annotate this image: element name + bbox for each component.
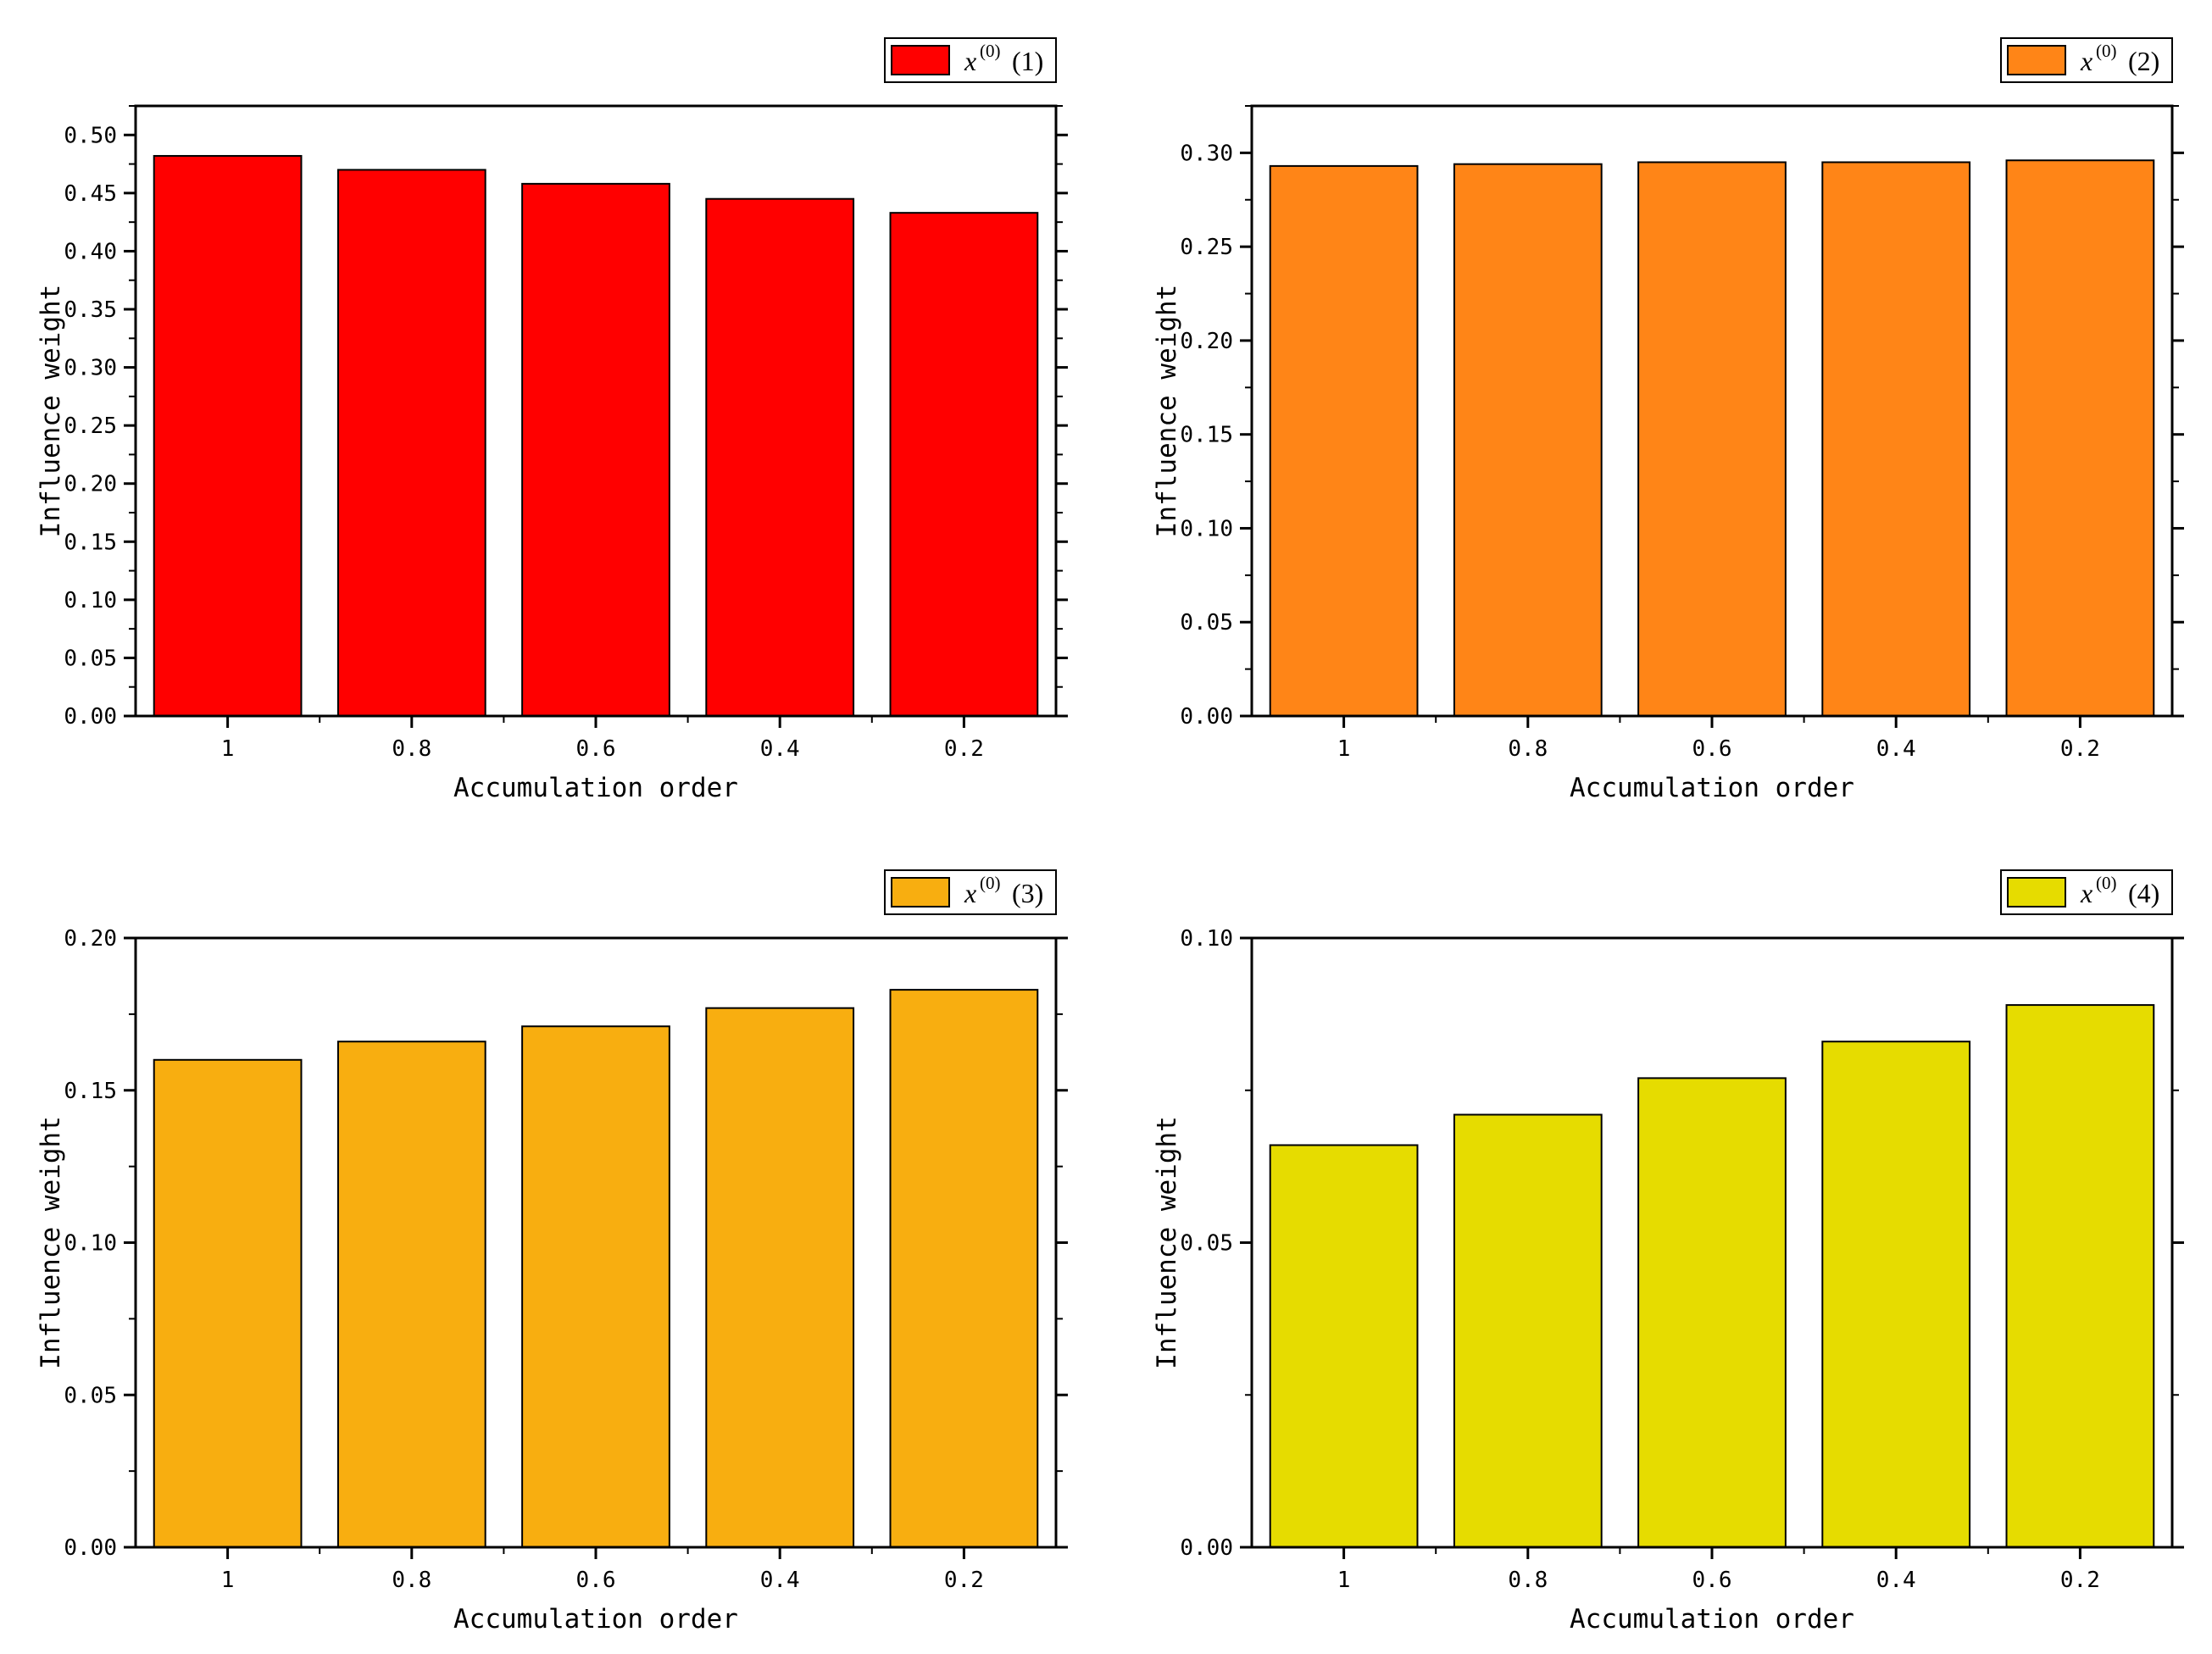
y-tick-label: 0.05 (64, 646, 117, 671)
y-tick-label: 0.00 (1180, 704, 1233, 730)
x-tick-label: 0.6 (576, 736, 616, 762)
y-tick-label: 0.45 (64, 181, 117, 207)
x-tick-label: 0.4 (760, 736, 800, 762)
y-tick-label: 0.05 (1180, 1231, 1233, 1257)
x-tick-label: 0.2 (944, 736, 984, 762)
x-tick-label: 0.6 (1692, 1568, 1732, 1593)
bar-0.8 (1453, 1113, 1603, 1548)
legend: x (0) (3) (884, 869, 1057, 915)
y-tick-label: 0.25 (1180, 235, 1233, 260)
bar-0.2 (889, 989, 1039, 1548)
bar-0.2 (2005, 159, 2155, 717)
legend-superscript: (0) (2096, 41, 2117, 61)
y-tick-label: 0.00 (64, 704, 117, 730)
x-axis-title: Accumulation order (453, 1604, 738, 1635)
bar-1 (1269, 1144, 1419, 1548)
y-axis-title: Influence weight (36, 1116, 66, 1369)
x-tick-label: 0.2 (2060, 736, 2100, 762)
y-tick-label: 0.15 (64, 530, 117, 555)
legend-superscript: (0) (980, 41, 1001, 61)
y-axis-title: Influence weight (1152, 1116, 1182, 1369)
y-tick-label: 0.25 (64, 414, 117, 439)
bar-0.8 (1453, 163, 1603, 717)
x-tick-label: 0.2 (944, 1568, 984, 1593)
legend: x (0) (2) (2000, 37, 2173, 83)
bar-0.6 (1637, 1077, 1787, 1548)
x-tick-label: 0.8 (392, 1568, 431, 1593)
y-tick-label: 0.30 (64, 356, 117, 381)
bar-1 (153, 1058, 303, 1549)
y-tick-label: 0.20 (64, 472, 117, 497)
x-tick-label: 0.6 (576, 1568, 616, 1593)
bar-0.4 (1821, 161, 1971, 717)
x-tick-label: 0.4 (760, 1568, 800, 1593)
chart-panel-3: 0.00 0.05 0.10 0.15 0.20 1 0.8 0.6 0.4 0.2 Accumul… (36, 869, 1068, 1635)
y-axis-title: Influence weight (36, 285, 66, 538)
y-tick-label: 0.20 (64, 926, 117, 952)
x-tick-label: 0.4 (1876, 1568, 1916, 1593)
legend-swatch (2007, 45, 2066, 75)
chart-panel-2: 0.00 0.05 0.10 0.15 0.20 0.25 0.30 1 0.8 0.6 0.4 0.… (1152, 37, 2184, 803)
chart-panel-1: 0.00 0.05 0.10 0.15 0.20 0.25 0.30 0.35 0.40 0.45… (36, 37, 1068, 803)
y-tick-label: 0.05 (64, 1383, 117, 1408)
x-tick-label: 1 (221, 736, 235, 762)
legend-superscript: (0) (2096, 873, 2117, 893)
x-tick-label: 0.8 (1508, 1568, 1548, 1593)
bar-1 (1269, 164, 1419, 717)
legend-index: (1) (1012, 46, 1043, 76)
y-tick-label: 0.20 (1180, 329, 1233, 354)
legend-variable: x (964, 878, 976, 908)
x-tick-label: 0.4 (1876, 736, 1916, 762)
y-tick-label: 0.50 (64, 123, 117, 148)
legend: x (0) (1) (884, 37, 1057, 83)
x-tick-label: 0.6 (1692, 736, 1732, 762)
y-tick-label: 0.15 (1180, 423, 1233, 448)
legend-swatch (891, 877, 950, 907)
y-tick-label: 0.00 (1180, 1535, 1233, 1561)
bar-1 (153, 154, 303, 717)
x-tick-label: 1 (1337, 1568, 1351, 1593)
x-tick-label: 0.8 (392, 736, 431, 762)
x-tick-label: 0.2 (2060, 1568, 2100, 1593)
legend-swatch (2007, 877, 2066, 907)
bar-0.6 (1637, 161, 1787, 717)
legend-superscript: (0) (980, 873, 1001, 893)
y-tick-label: 0.40 (64, 239, 117, 264)
y-tick-label: 0.10 (64, 1231, 117, 1257)
bar-0.6 (521, 1025, 670, 1548)
y-axis-title: Influence weight (1152, 285, 1182, 538)
bar-0.6 (521, 182, 670, 717)
bar-0.2 (889, 212, 1039, 717)
bar-0.4 (705, 1007, 855, 1549)
legend: x (0) (4) (2000, 869, 2173, 915)
y-tick-label: 0.10 (64, 588, 117, 613)
y-tick-label: 0.15 (64, 1079, 117, 1104)
y-tick-label: 0.10 (1180, 926, 1233, 952)
bar-0.8 (336, 1041, 486, 1548)
x-axis-title: Accumulation order (453, 773, 738, 803)
y-tick-label: 0.00 (64, 1535, 117, 1561)
x-tick-label: 1 (1337, 736, 1351, 762)
x-axis-title: Accumulation order (1570, 773, 1854, 803)
x-tick-label: 1 (221, 1568, 235, 1593)
y-tick-label: 0.10 (1180, 516, 1233, 541)
x-tick-label: 0.8 (1508, 736, 1548, 762)
legend-index: (2) (2128, 46, 2159, 76)
chart-panel-4: 0.00 0.05 0.10 1 0.8 0.6 0.4 0.2 Accumulation or… (1152, 869, 2184, 1635)
x-axis-title: Accumulation order (1570, 1604, 1854, 1635)
bar-0.4 (705, 197, 855, 717)
legend-variable: x (2080, 46, 2093, 76)
legend-index: (3) (1012, 878, 1043, 908)
legend-variable: x (964, 46, 976, 76)
y-tick-label: 0.35 (64, 297, 117, 323)
bar-0.8 (336, 169, 486, 717)
legend-variable: x (2080, 878, 2093, 908)
y-tick-label: 0.05 (1180, 610, 1233, 636)
legend-index: (4) (2128, 878, 2159, 908)
y-tick-label: 0.30 (1180, 141, 1233, 166)
legend-swatch (891, 45, 950, 75)
bar-0.2 (2005, 1004, 2155, 1548)
bar-0.4 (1821, 1041, 1971, 1548)
